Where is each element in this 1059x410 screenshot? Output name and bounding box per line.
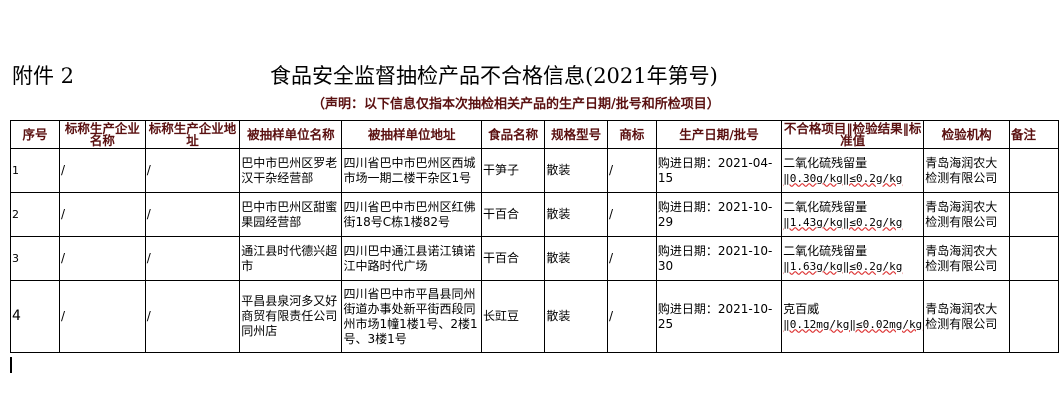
cell-unit: 通江县时代德兴超市 (239, 236, 343, 281)
cell-spec: 散装 (544, 148, 608, 193)
header-cell: 被抽样单位名称 (239, 120, 343, 149)
header-cell: 食品名称 (480, 120, 546, 149)
results-table: 序号 标称生产企业名称 标称生产企业地址 被抽样单位名称 被抽样单位地址 食品名… (10, 120, 1059, 353)
cell-mfr: / (58, 280, 146, 353)
cell-brand: / (606, 148, 657, 193)
cell-mfr-addr: / (144, 280, 241, 353)
failed-item: 二氧化硫残留量 (783, 155, 868, 170)
cell-no: 3 (10, 236, 60, 281)
cell-unit-addr: 四川省巴中市巴州区西城市场一期二楼干杂区1号 (341, 148, 482, 193)
header-cell: 标称生产企业名称 (58, 120, 146, 149)
cell-mfr: / (58, 236, 146, 281)
cell-date: 购进日期：2021-10-30 (655, 236, 783, 281)
cell-item: 二氧化硫残留量 ‖1.43g/kg‖≤0.2g/kg (781, 192, 925, 237)
failed-item: 二氧化硫残留量 (783, 243, 868, 258)
cell-mfr: / (58, 192, 146, 237)
cell-item: 克百威 ‖0.12mg/kg‖≤0.02mg/kg (781, 280, 925, 353)
table-row: 1// 巴中市巴州区罗老汉干杂经营部 四川省巴中市巴州区西城市场一期二楼干杂区1号干… (10, 148, 1059, 193)
cell-remark (1008, 192, 1059, 237)
cell-brand: / (606, 280, 657, 353)
cell-unit: 巴中市巴州区甜蜜果园经营部 (239, 192, 343, 237)
cell-brand: / (606, 192, 657, 237)
cell-no: 2 (10, 192, 60, 237)
cell-food: 干百合 (480, 236, 546, 281)
cell-spec: 散装 (544, 280, 608, 353)
disclaimer-note: （声明：以下信息仅指本次抽检相关产品的生产日期/批号和所检项目） (312, 97, 720, 112)
cell-mfr: / (58, 148, 146, 193)
cell-remark (1008, 236, 1059, 281)
cell-food: 干百合 (480, 192, 546, 237)
cell-lab: 青岛海润农大检测有限公司 (923, 192, 1010, 237)
cell-lab: 青岛海润农大检测有限公司 (923, 280, 1010, 353)
cell-date: 购进日期：2021-10-29 (655, 192, 783, 237)
test-result: ‖1.63g/kg‖≤0.2g/kg (783, 259, 903, 273)
cell-mfr-addr: / (144, 192, 241, 237)
cell-no: 1 (10, 148, 60, 193)
header-cell: 标称生产企业地址 (144, 120, 241, 149)
table-row: 4// 平昌县泉河多又好商贸有限责任公司同州店 四川省巴中市平昌县同州街道办事处新平… (10, 280, 1059, 353)
cell-mfr-addr: / (144, 236, 241, 281)
test-result: ‖1.43g/kg‖≤0.2g/kg (783, 215, 903, 229)
header-cell: 不合格项目‖检验结果‖标准值 (781, 120, 925, 149)
header-cell: 检验机构 (923, 120, 1010, 149)
cell-food: 干笋子 (480, 148, 546, 193)
header-cell: 序号 (10, 120, 60, 149)
header-cell: 规格型号 (544, 120, 608, 149)
cell-date: 购进日期：2021-04-15 (655, 148, 783, 193)
cell-unit-addr: 四川省巴中市巴州区红佛街18号C栋1楼82号 (341, 192, 482, 237)
header-cell: 商标 (606, 120, 657, 149)
cell-mfr-addr: / (144, 148, 241, 193)
table-row: 3// 通江县时代德兴超市 四川巴中通江县诺江镇诺江中路时代广场 干百合 散装 / 购进日期… (10, 236, 1059, 281)
header-cell: 备注 (1008, 120, 1059, 149)
header-row: 序号 标称生产企业名称 标称生产企业地址 被抽样单位名称 被抽样单位地址 食品名… (10, 120, 1059, 149)
header-cell: 生产日期/批号 (655, 120, 783, 149)
failed-item: 克百威 (783, 301, 820, 316)
cell-lab: 青岛海润农大检测有限公司 (923, 236, 1010, 281)
test-result: ‖0.30g/kg‖≤0.2g/kg (783, 171, 903, 185)
cell-item: 二氧化硫残留量 ‖1.63g/kg‖≤0.2g/kg (781, 236, 925, 281)
cell-remark (1008, 280, 1059, 353)
cell-brand: / (606, 236, 657, 281)
cell-unit-addr: 四川巴中通江县诺江镇诺江中路时代广场 (341, 236, 482, 281)
table-row: 2// 巴中市巴州区甜蜜果园经营部 四川省巴中市巴州区红佛街18号C栋1楼82号 干百… (10, 192, 1059, 237)
document-title: 食品安全监督抽检产品不合格信息(2021年第号) (270, 64, 718, 88)
cell-spec: 散装 (544, 236, 608, 281)
cell-unit: 巴中市巴州区罗老汉干杂经营部 (239, 148, 343, 193)
header-cell: 被抽样单位地址 (341, 120, 482, 149)
cell-remark (1008, 148, 1059, 193)
cell-spec: 散装 (544, 192, 608, 237)
cell-item: 二氧化硫残留量 ‖0.30g/kg‖≤0.2g/kg (781, 148, 925, 193)
test-result: ‖0.12mg/kg‖≤0.02mg/kg (783, 317, 923, 331)
cell-lab: 青岛海润农大检测有限公司 (923, 148, 1010, 193)
cell-date: 购进日期：2021-10-25 (655, 280, 783, 353)
table-border (10, 357, 12, 373)
cell-unit-addr: 四川省巴中市平昌县同州街道办事处新平街西段同州市场1幢1楼1号、2楼1号、3楼1… (341, 280, 482, 353)
cell-unit: 平昌县泉河多又好商贸有限责任公司同州店 (239, 280, 343, 353)
cell-no: 4 (10, 280, 60, 353)
failed-item: 二氧化硫残留量 (783, 199, 868, 214)
attachment-label: 附件 2 (12, 64, 75, 88)
cell-food: 长豇豆 (480, 280, 546, 353)
